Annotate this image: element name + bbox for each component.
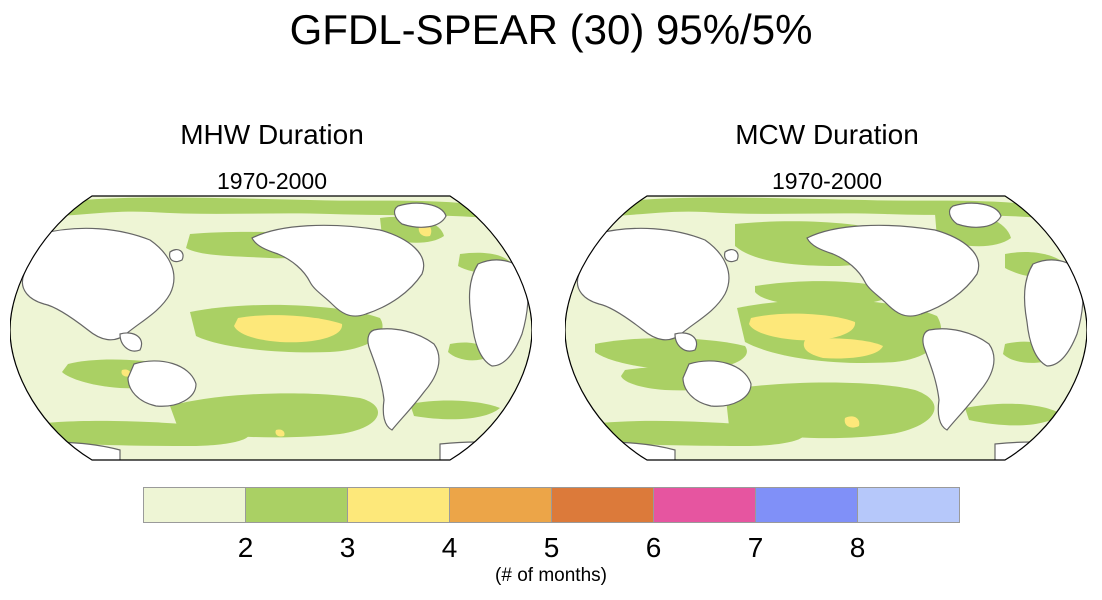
colorbar-tick-label: 4	[442, 532, 458, 561]
mhw-panel-subtitle: 1970-2000	[217, 168, 327, 194]
colorbar-tick-label: 6	[646, 532, 662, 561]
colorbar-tick-label: 3	[340, 532, 356, 561]
colorbar-tick-label: 7	[748, 532, 764, 561]
colorbar-units-label: (# of months)	[495, 565, 607, 586]
colorbar-box	[449, 487, 552, 523]
colorbar-tick-labels: 2 3 4 5 6 7 8	[238, 532, 866, 561]
colorbar-box	[653, 487, 756, 523]
colorbar: 2 3 4 5 6 7 8	[143, 487, 960, 561]
colorbar-tick-label: 5	[544, 532, 560, 561]
colorbar-box	[347, 487, 450, 523]
colorbar-box	[143, 487, 246, 523]
mcw-panel-subtitle: 1970-2000	[772, 168, 882, 194]
colorbar-box	[755, 487, 858, 523]
colorbar-box	[245, 487, 348, 523]
map-border	[10, 195, 532, 461]
colorbar-boxes	[143, 487, 960, 523]
colorbar-tick-label: 2	[238, 532, 254, 561]
colorbar-box	[551, 487, 654, 523]
mcw-duration-map	[565, 195, 1087, 461]
colorbar-box	[857, 487, 960, 523]
mhw-duration-map	[10, 195, 532, 461]
mhw-panel-title: MHW Duration	[180, 119, 364, 150]
mcw-panel-title: MCW Duration	[735, 119, 919, 150]
figure-title: GFDL-SPEAR (30) 95%/5%	[289, 6, 813, 53]
map-border	[565, 195, 1087, 461]
colorbar-tick-label: 8	[850, 532, 866, 561]
contour-3-4-months	[749, 313, 883, 428]
